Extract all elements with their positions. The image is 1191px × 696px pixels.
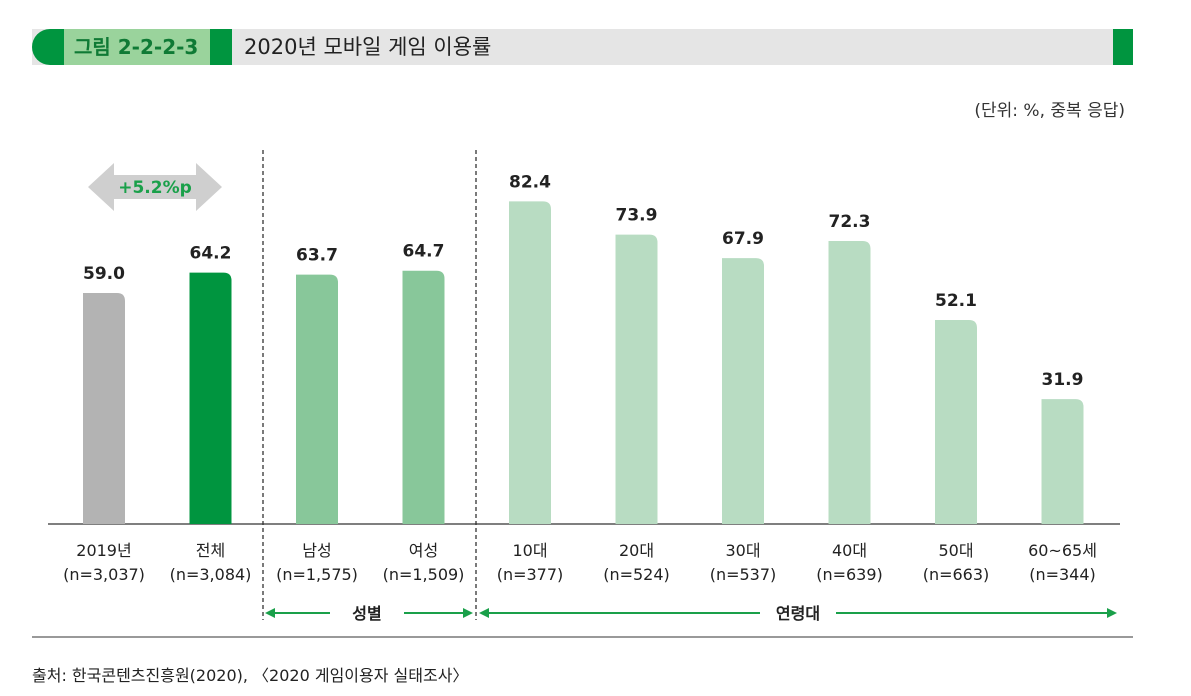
change-badge: +5.2%p bbox=[88, 163, 222, 211]
category-label: 전체 bbox=[196, 541, 225, 560]
arrow-right-icon bbox=[1107, 608, 1117, 618]
sample-size-label: (n=524) bbox=[603, 565, 670, 584]
bar-7 bbox=[828, 240, 871, 524]
sample-size-label: (n=537) bbox=[710, 565, 777, 584]
bar-3 bbox=[402, 270, 445, 524]
category-label: 10대 bbox=[512, 541, 547, 560]
sample-size-label: (n=1,575) bbox=[276, 565, 358, 584]
arrow-left-icon bbox=[479, 608, 489, 618]
bar-9 bbox=[1041, 399, 1084, 524]
sample-size-label: (n=663) bbox=[923, 565, 990, 584]
bottom-rule bbox=[32, 636, 1133, 638]
bar-5 bbox=[615, 234, 658, 524]
double-arrow-icon bbox=[88, 163, 222, 211]
bar-2 bbox=[296, 274, 338, 524]
gender-group-label: 성별 bbox=[352, 604, 381, 623]
bars-group bbox=[83, 201, 1084, 525]
age-group-indicator: 연령대 bbox=[479, 604, 1117, 623]
sample-size-label: (n=344) bbox=[1029, 565, 1096, 584]
category-label: 2019년 bbox=[76, 541, 131, 560]
page-title: 2020년 모바일 게임 이용률 bbox=[244, 35, 492, 59]
title-end-cap bbox=[1113, 29, 1133, 65]
category-label: 40대 bbox=[832, 541, 867, 560]
bar-chart: +5.2%p 59.0 2019년 (n=3,037) 64.2 전체 (n=3,084)… bbox=[48, 150, 1120, 623]
data-label: 73.9 bbox=[616, 206, 658, 226]
category-label: 20대 bbox=[619, 541, 654, 560]
source-note: 출처: 한국콘텐츠진흥원(2020), 〈2020 게임이용자 실태조사〉 bbox=[32, 666, 469, 685]
gender-group-indicator: 성별 bbox=[265, 604, 473, 623]
data-label: 64.2 bbox=[190, 244, 232, 264]
bar-1 bbox=[189, 272, 232, 524]
bar-6 bbox=[722, 258, 764, 524]
sample-size-label: (n=3,084) bbox=[170, 565, 252, 584]
data-label: 67.9 bbox=[722, 229, 764, 249]
data-label: 31.9 bbox=[1042, 370, 1084, 390]
data-label: 59.0 bbox=[83, 264, 125, 284]
data-label: 72.3 bbox=[829, 212, 871, 232]
sample-size-label: (n=377) bbox=[497, 565, 564, 584]
category-label: 30대 bbox=[725, 541, 760, 560]
change-badge-text: +5.2%p bbox=[118, 178, 192, 198]
unit-note: (단위: %, 중복 응답) bbox=[974, 101, 1125, 121]
data-label: 63.7 bbox=[296, 246, 338, 266]
category-label: 60~65세 bbox=[1028, 541, 1097, 560]
labels-group: 59.0 2019년 (n=3,037) 64.2 전체 (n=3,084) 63.7 남성 (… bbox=[63, 172, 1097, 584]
category-label: 50대 bbox=[938, 541, 973, 560]
figure-number: 그림 2-2-2-3 bbox=[64, 29, 211, 65]
bar-4 bbox=[509, 201, 551, 525]
arrow-left-icon bbox=[265, 608, 275, 618]
sample-size-label: (n=639) bbox=[816, 565, 883, 584]
arrow-right-icon bbox=[463, 608, 473, 618]
sample-size-label: (n=1,509) bbox=[383, 565, 465, 584]
age-group-label: 연령대 bbox=[776, 604, 820, 623]
data-label: 64.7 bbox=[403, 242, 445, 262]
category-label: 남성 bbox=[302, 541, 331, 560]
data-label: 82.4 bbox=[509, 172, 551, 192]
sample-size-label: (n=3,037) bbox=[63, 565, 145, 584]
bar-0 bbox=[83, 293, 125, 524]
category-label: 여성 bbox=[409, 541, 438, 560]
data-label: 52.1 bbox=[935, 291, 977, 311]
bar-8 bbox=[935, 320, 977, 524]
